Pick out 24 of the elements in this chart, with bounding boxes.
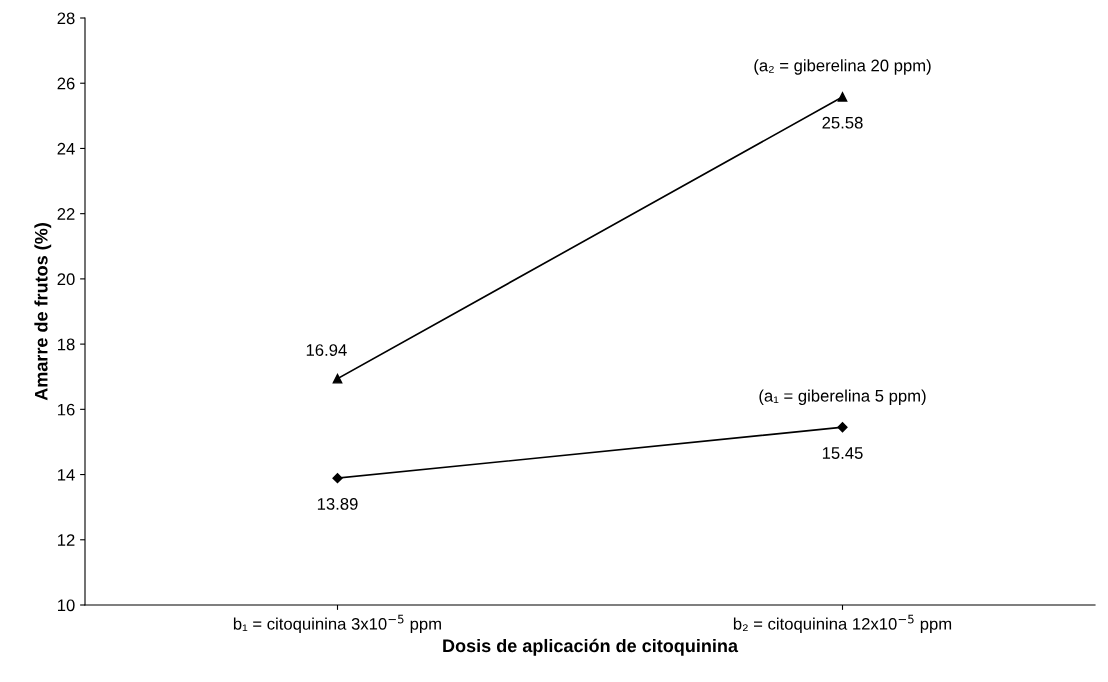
- y-tick-label: 22: [57, 208, 75, 220]
- y-tick-label: 12: [58, 534, 75, 546]
- x-tick-label: b₁ = citoquinina 3x10$^{−5}$ ppm: [233, 614, 441, 634]
- data-label: 15.45: [822, 447, 863, 459]
- y-tick-label: 24: [57, 142, 75, 155]
- x-tick-label: b₂ = citoquinina 12x10$^{−5}$ ppm: [733, 614, 952, 634]
- y-tick-label: 26: [57, 77, 75, 90]
- point: [332, 373, 343, 384]
- series-label: (a₂ = giberelina 20 ppm): [754, 59, 931, 75]
- point: [332, 473, 343, 484]
- point: [837, 92, 848, 102]
- y-tick-label: 28: [57, 12, 75, 25]
- y-tick-label: 10: [58, 599, 75, 612]
- y-tick-label: 14: [58, 469, 75, 481]
- data-label: 25.58: [822, 116, 863, 129]
- y-axis-title: Amarre de frutos (%): [34, 223, 52, 401]
- data-label: 16.94: [306, 344, 347, 356]
- y-tick-label: 18: [58, 338, 75, 351]
- x-axis-title: Dosis de aplicación de citoquinina: [443, 638, 739, 656]
- series-label: (a₁ = giberelina 5 ppm): [759, 389, 926, 406]
- data-label: 13.89: [317, 498, 358, 510]
- y-tick-label: 20: [57, 273, 75, 286]
- y-tick-label: 16: [58, 403, 75, 416]
- point: [837, 422, 848, 433]
